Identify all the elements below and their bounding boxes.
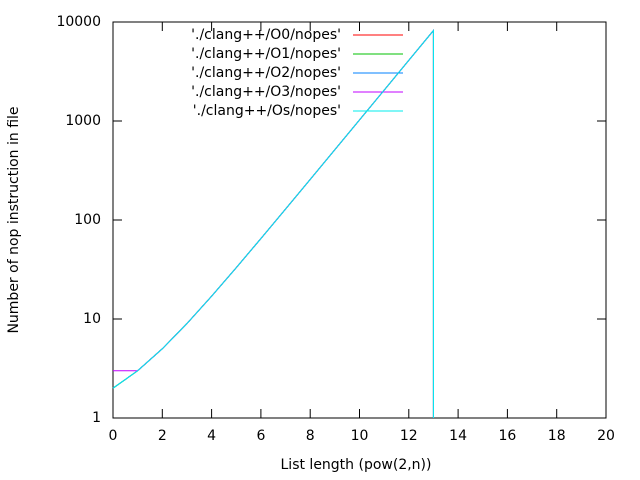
x-tick-label: 16 bbox=[498, 428, 516, 444]
legend-label: './clang++/O2/nopes' bbox=[191, 65, 341, 81]
x-tick-label: 10 bbox=[351, 428, 369, 444]
x-tick-label: 12 bbox=[400, 428, 418, 444]
legend-label: './clang++/O0/nopes' bbox=[191, 27, 341, 43]
legend-label: './clang++/O1/nopes' bbox=[191, 46, 341, 62]
series-line bbox=[112, 29, 434, 418]
y-tick-label: 100 bbox=[74, 212, 101, 228]
legend-label: './clang++/Os/nopes' bbox=[193, 103, 341, 119]
legend-label: './clang++/O3/nopes' bbox=[191, 84, 341, 100]
y-tick-label: 1000 bbox=[65, 113, 101, 129]
x-tick-label: 14 bbox=[449, 428, 467, 444]
x-tick-label: 0 bbox=[109, 428, 118, 444]
plot-frame bbox=[112, 21, 607, 419]
x-tick-label: 2 bbox=[158, 428, 167, 444]
x-tick-label: 20 bbox=[597, 428, 615, 444]
y-tick-label: 10 bbox=[83, 311, 101, 327]
y-tick-label: 1 bbox=[92, 410, 101, 426]
x-tick-label: 8 bbox=[306, 428, 315, 444]
x-axis-label: List length (pow(2,n)) bbox=[281, 457, 432, 473]
x-tick-label: 6 bbox=[256, 428, 265, 444]
y-axis-label: Number of nop instruction in file bbox=[6, 106, 22, 333]
x-tick-label: 18 bbox=[548, 428, 566, 444]
x-tick-label: 4 bbox=[207, 428, 216, 444]
y-tick-label: 10000 bbox=[56, 14, 101, 30]
